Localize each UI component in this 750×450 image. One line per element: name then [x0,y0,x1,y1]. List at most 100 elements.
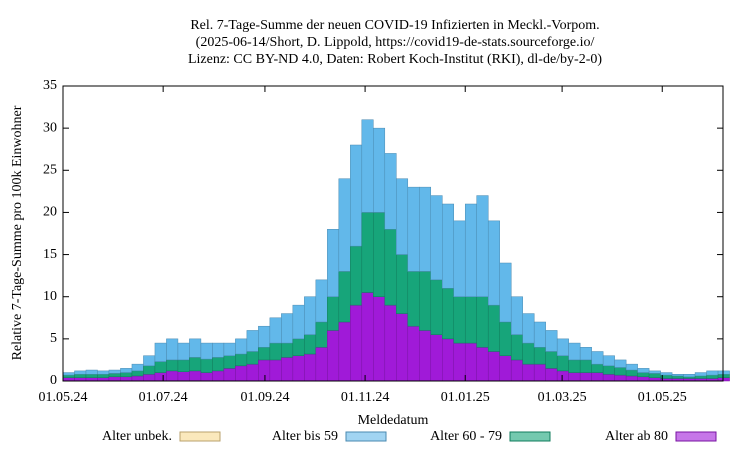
bar-segment [304,334,317,355]
x-tick-label: 01.11.24 [341,390,389,405]
bar-segment [200,342,213,360]
bar-segment [269,359,282,382]
bar-segment [568,372,581,382]
bar-segment [246,351,259,365]
bar-segment [419,330,432,382]
bar-segment [453,220,466,297]
bar-segment [258,347,271,361]
bar-segment [327,229,340,297]
bar-segment [522,313,535,344]
bar-segment [522,363,535,382]
bar-segment [464,342,477,382]
bar-segment [556,355,569,372]
bar-segment [212,357,225,372]
bar-segment [350,304,363,382]
bar-segment [235,365,248,382]
bar-segment [637,376,650,382]
bar-segment [131,363,144,372]
bar-segment [74,370,87,375]
legend-label: Alter 60 - 79 [430,429,502,444]
bar-segment [510,359,523,382]
bar-segment [189,370,202,382]
bar-segment [591,351,604,365]
bar-segment [281,357,294,382]
bar-segment [315,279,328,323]
bar-segment [246,363,259,382]
x-axis-label: Meldedatum [358,413,429,428]
bar-segment [269,342,282,361]
bar-segment [579,347,592,361]
bar-segment [304,296,317,335]
bar-segment [568,359,581,373]
bar-segment [131,370,144,377]
bar-segment [533,321,546,348]
bar-segment [683,376,696,379]
bar-segment [200,358,213,373]
bar-segment [189,357,202,372]
bar-segment [430,334,443,382]
bar-segment [384,229,397,306]
bar-segment [706,370,719,376]
bar-segment [545,351,558,369]
bar-segment [419,271,432,331]
bar-segment [246,330,259,352]
bar-segment [327,296,340,331]
bar-segment [235,338,248,355]
bar-segment [591,363,604,373]
y-axis-label: Relative 7-Tage-Summe pro 100k Einwohner [10,105,25,360]
bar-segment [545,330,558,352]
legend-swatch [345,431,387,442]
bar-segment [556,370,569,382]
bar-segment [579,372,592,382]
bar-segment [97,374,110,378]
bar-segment [384,153,397,230]
chart-title: Rel. 7-Tage-Summe der neuen COVID-19 Inf… [190,18,599,33]
bar-segment [717,374,730,378]
bar-segment [487,220,500,306]
bar-segment [85,374,98,378]
bar-segment [177,342,190,361]
y-tick-label: 0 [50,373,57,388]
bar-segment [223,342,236,356]
bar-segment [108,369,121,374]
bar-segment [648,373,661,378]
bar-segment [74,374,87,378]
bar-segment [120,368,133,373]
y-tick-label: 30 [43,120,57,135]
legend-label: Alter ab 80 [605,429,668,444]
bar-segment [315,321,328,348]
bar-segment [499,321,512,356]
bar-segment [338,178,351,272]
bar-segment [717,377,730,382]
bar-segment [281,313,294,344]
bar-segment [591,372,604,382]
bar-segment [442,288,454,340]
x-tick-label: 01.03.25 [538,390,587,405]
bar-segment [223,368,236,382]
bar-segment [510,334,523,361]
bar-segment [108,376,121,382]
bar-segment [338,321,351,382]
bar-segment [683,374,696,378]
bar-segment [212,370,225,382]
bar-segment [442,203,454,289]
legend-swatch [179,431,221,442]
bar-segment [671,375,684,379]
bar-segment [62,372,75,376]
bar-segment [235,353,248,367]
bar-segment [694,372,707,377]
bar-segment [85,377,98,382]
bar-segment [407,325,420,382]
bar-segment [487,351,500,382]
bar-segment [143,355,156,367]
bar-segment [476,347,489,382]
bar-segment [85,369,98,375]
bar-segment [166,338,179,361]
bar-segment [510,296,523,335]
y-tick-label: 10 [43,289,57,304]
bar-segment [350,144,363,247]
bar-segment [361,292,374,382]
bar-segment [442,338,454,382]
bar-segment [177,359,190,372]
bar-segment [292,355,305,382]
